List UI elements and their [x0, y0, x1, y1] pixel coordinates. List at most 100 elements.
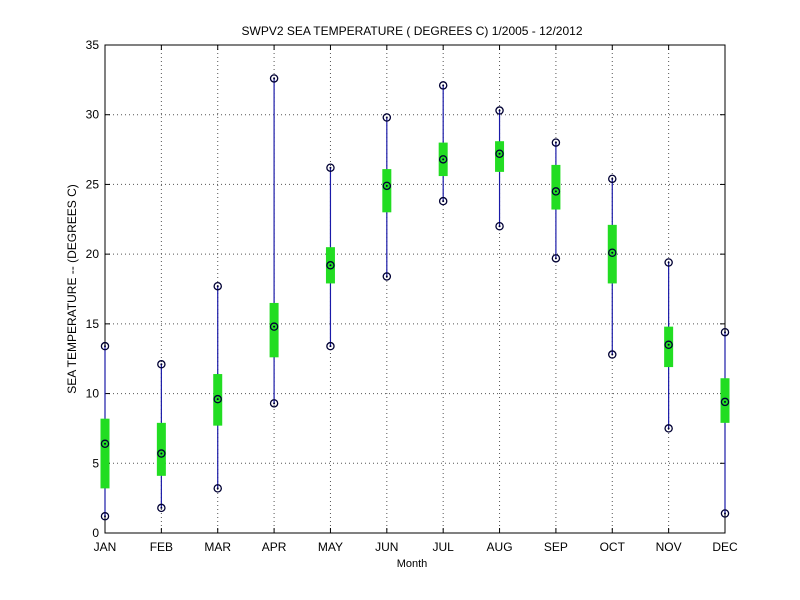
box-jun [382, 113, 392, 281]
min-marker [213, 484, 222, 493]
median-marker [100, 439, 110, 449]
x-tick-label: FEB [150, 540, 173, 554]
min-marker-dot [724, 512, 726, 515]
median-marker-dot [160, 452, 163, 455]
max-marker-dot [104, 345, 106, 348]
min-marker [551, 254, 561, 263]
iqr-box [382, 169, 392, 213]
x-axis-label: Month [397, 558, 428, 570]
median-marker [382, 181, 392, 191]
y-tick-label: 35 [86, 38, 100, 52]
median-marker-dot [104, 442, 106, 445]
median-marker [213, 394, 222, 404]
median-marker-dot [273, 325, 276, 328]
min-marker [100, 512, 110, 521]
max-marker [326, 163, 335, 172]
min-marker-dot [498, 225, 501, 228]
min-marker-dot [554, 257, 557, 260]
max-marker [438, 81, 448, 90]
min-marker-dot [667, 427, 670, 430]
x-tick-label: MAR [204, 540, 231, 554]
iqr-box [720, 378, 730, 423]
median-marker-dot [611, 251, 614, 254]
y-tick-label: 5 [92, 456, 99, 470]
median-marker [326, 261, 335, 270]
median-marker [720, 397, 730, 407]
box-oct [607, 174, 617, 359]
y-axis-label: SEA TEMPERATURE -- (DEGREES C) [65, 184, 79, 394]
min-marker [382, 272, 392, 281]
min-marker-dot [216, 487, 219, 490]
min-marker [664, 424, 673, 433]
x-axis-ticks: JAN FEB MAR APR MAY JUN JUL AUG SEP OCT NOV DEC [94, 45, 738, 554]
median-marker-dot [554, 190, 557, 193]
median-marker-dot [385, 184, 388, 187]
x-tick-label: AUG [487, 540, 513, 554]
min-marker-dot [442, 200, 445, 203]
max-marker [213, 281, 222, 291]
iqr-box [664, 326, 674, 368]
box-series [100, 74, 730, 521]
median-marker-dot [498, 152, 501, 155]
y-tick-label: 25 [86, 177, 100, 191]
min-marker [608, 350, 617, 359]
max-marker [551, 138, 561, 147]
box-may [325, 163, 335, 351]
median-marker-dot [724, 400, 726, 403]
chart-title: SWPV2 SEA TEMPERATURE ( DEGREES C) 1/200… [241, 24, 582, 38]
iqr-box [495, 141, 505, 172]
max-marker [100, 341, 110, 351]
max-marker [382, 113, 392, 122]
max-marker [495, 106, 504, 115]
min-marker-dot [611, 353, 614, 356]
min-marker-dot [160, 506, 163, 509]
min-marker-dot [385, 275, 388, 278]
max-marker-dot [160, 363, 163, 366]
box-apr [269, 74, 279, 408]
median-marker [608, 248, 617, 257]
median-marker [269, 322, 279, 331]
y-tick-label: 0 [92, 526, 99, 540]
max-marker-dot [554, 141, 557, 144]
box-mar [213, 281, 223, 493]
box-jan [100, 341, 110, 521]
min-marker-dot [104, 515, 106, 518]
x-tick-label: JAN [94, 540, 117, 554]
max-marker-dot [611, 177, 614, 180]
min-marker [269, 399, 279, 408]
max-marker [720, 327, 730, 337]
median-marker-dot [329, 264, 332, 267]
box-nov [664, 258, 674, 433]
median-marker-dot [667, 343, 670, 346]
min-marker [438, 196, 448, 206]
max-marker [269, 74, 279, 83]
min-marker [157, 503, 166, 513]
x-tick-label: DEC [712, 540, 738, 554]
median-marker [551, 187, 561, 196]
y-tick-label: 30 [86, 108, 100, 122]
max-marker-dot [385, 116, 388, 119]
median-marker-dot [216, 398, 219, 401]
min-marker-dot [329, 345, 332, 348]
y-tick-label: 10 [86, 387, 100, 401]
x-tick-label: NOV [656, 540, 682, 554]
max-marker-dot [667, 261, 670, 264]
x-tick-label: APR [262, 540, 287, 554]
y-tick-label: 20 [86, 247, 100, 261]
max-marker-dot [442, 84, 445, 87]
median-marker [495, 149, 504, 159]
x-tick-label: JUN [375, 540, 398, 554]
max-marker-dot [216, 285, 219, 288]
x-tick-label: JUL [433, 540, 455, 554]
min-marker [720, 509, 730, 518]
x-tick-label: OCT [600, 540, 626, 554]
box-feb [156, 360, 166, 513]
median-marker [157, 449, 166, 458]
max-marker [608, 174, 617, 184]
iqr-box [607, 224, 617, 284]
max-marker-dot [329, 166, 332, 169]
box-jul [438, 81, 448, 206]
max-marker [157, 360, 166, 369]
